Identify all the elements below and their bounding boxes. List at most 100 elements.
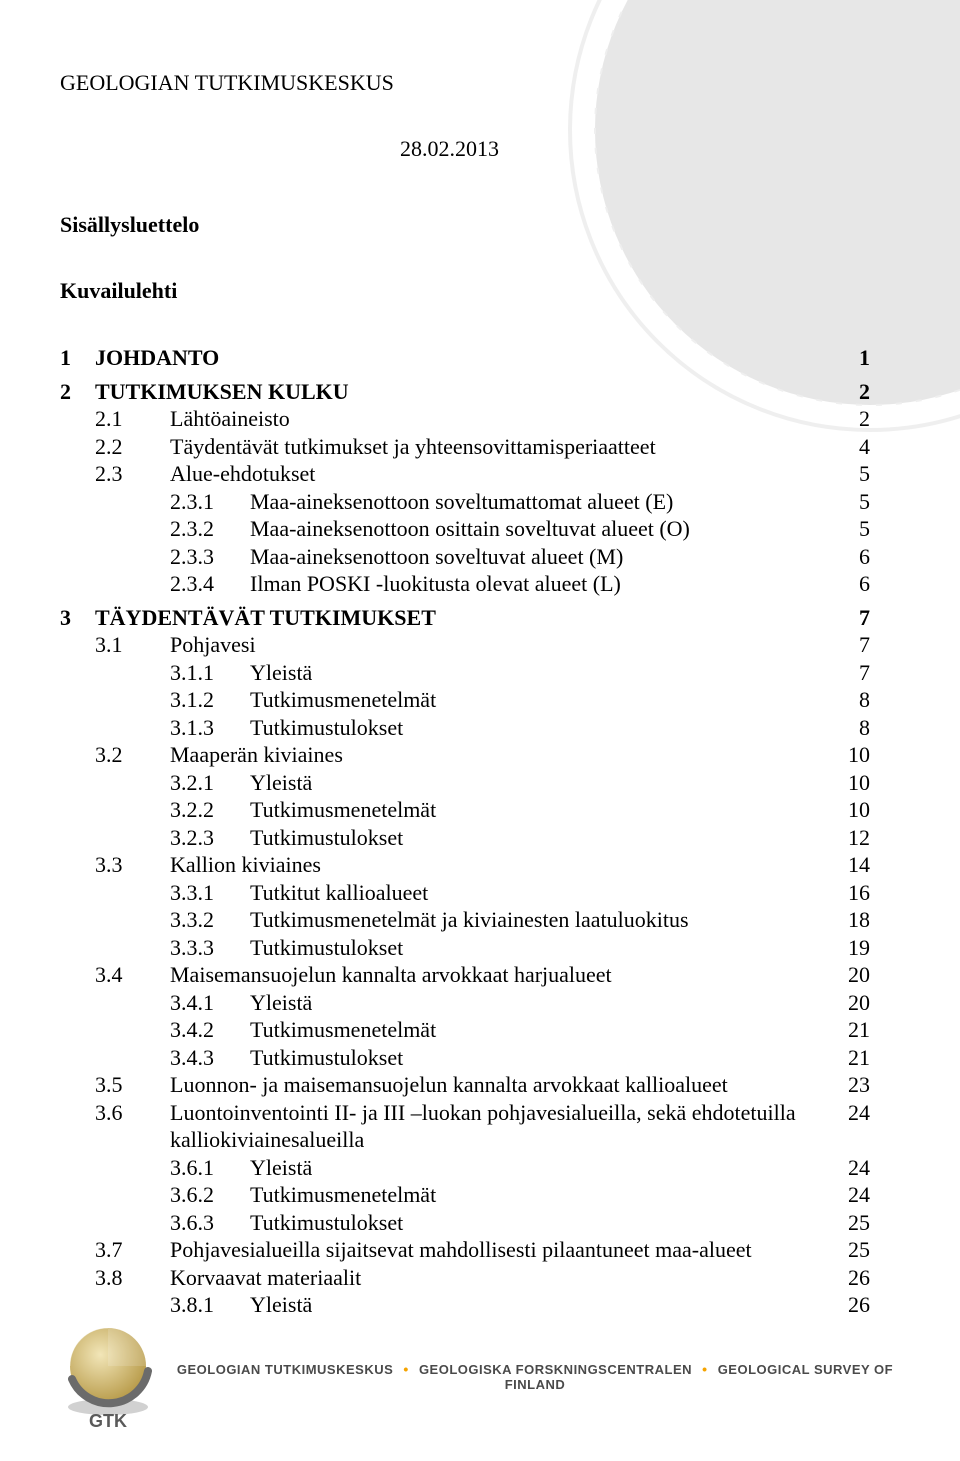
toc-row: 3.3.3Tutkimustulokset19 (60, 934, 870, 962)
toc-row: 2.3.3Maa-aineksenottoon soveltuvat aluee… (60, 543, 870, 571)
toc-number: 2.2 (95, 433, 170, 461)
toc-title: Pohjavesialueilla sijaitsevat mahdollise… (170, 1236, 840, 1264)
toc-page: 10 (840, 741, 870, 769)
toc-title: Luonnon- ja maisemansuojelun kannalta ar… (170, 1071, 840, 1099)
toc-row: 3.8Korvaavat materiaalit26 (60, 1264, 870, 1292)
toc-page: 23 (840, 1071, 870, 1099)
toc-number: 3.3.2 (170, 906, 250, 934)
footer-org-2: GEOLOGISKA FORSKNINGSCENTRALEN (419, 1362, 692, 1377)
toc-title: Maa-aineksenottoon soveltumattomat aluee… (250, 488, 840, 516)
toc-number: 3.4.3 (170, 1044, 250, 1072)
toc-row: 3.4.1Yleistä20 (60, 989, 870, 1017)
toc-page: 2 (840, 378, 870, 406)
toc-title: Maa-aineksenottoon soveltuvat alueet (M) (250, 543, 840, 571)
toc-page: 24 (840, 1154, 870, 1182)
toc-number: 3.4.2 (170, 1016, 250, 1044)
toc-number: 3.1.3 (170, 714, 250, 742)
toc-page: 25 (840, 1236, 870, 1264)
toc-page: 10 (840, 796, 870, 824)
toc-title: Tutkimustulokset (250, 714, 840, 742)
toc-title: Täydentävät tutkimukset ja yhteensovitta… (170, 433, 840, 461)
toc-title: Tutkimustulokset (250, 934, 840, 962)
toc-number: 2.3.1 (170, 488, 250, 516)
toc-page: 24 (840, 1181, 870, 1209)
toc-number: 3.2 (95, 741, 170, 769)
toc-title: Ilman POSKI -luokitusta olevat alueet (L… (250, 570, 840, 598)
toc-row: 2.2Täydentävät tutkimukset ja yhteensovi… (60, 433, 870, 461)
toc-page: 21 (840, 1016, 870, 1044)
org-header: GEOLOGIAN TUTKIMUSKESKUS (60, 70, 870, 96)
toc-row: 2.3.4Ilman POSKI -luokitusta olevat alue… (60, 570, 870, 598)
toc-title: Maisemansuojelun kannalta arvokkaat harj… (170, 961, 840, 989)
toc-page: 25 (840, 1209, 870, 1237)
toc-page: 20 (840, 961, 870, 989)
toc-title: Tutkimustulokset (250, 1209, 840, 1237)
toc-page: 5 (840, 460, 870, 488)
toc-row: 3.3.1Tutkitut kallioalueet16 (60, 879, 870, 907)
toc-row: 2.3Alue-ehdotukset5 (60, 460, 870, 488)
toc-row: 1JOHDANTO1 (60, 344, 870, 372)
toc-title: Maa-aineksenottoon osittain soveltuvat a… (250, 515, 840, 543)
toc-page: 24 (840, 1099, 870, 1127)
toc-number: 1 (60, 344, 95, 372)
toc-row: 3.6Luontoinventointi II- ja III –luokan … (60, 1099, 870, 1154)
toc-row: 3.4Maisemansuojelun kannalta arvokkaat h… (60, 961, 870, 989)
toc-title: Alue-ehdotukset (170, 460, 840, 488)
toc-page: 14 (840, 851, 870, 879)
toc-number: 3.2.2 (170, 796, 250, 824)
toc-row: 3.1.3Tutkimustulokset8 (60, 714, 870, 742)
toc-page: 16 (840, 879, 870, 907)
toc-title: Tutkimusmenetelmät (250, 796, 840, 824)
toc-row: 3.4.3Tutkimustulokset21 (60, 1044, 870, 1072)
toc-row: 3.6.1Yleistä24 (60, 1154, 870, 1182)
toc-page: 5 (840, 488, 870, 516)
toc-page: 19 (840, 934, 870, 962)
footer-dot-icon: • (696, 1361, 713, 1377)
toc-row: 3.6.2Tutkimusmenetelmät24 (60, 1181, 870, 1209)
toc-page: 8 (840, 686, 870, 714)
gtk-logo-icon: GTK (60, 1321, 170, 1431)
toc-page: 4 (840, 433, 870, 461)
toc-row: 3.1Pohjavesi7 (60, 631, 870, 659)
toc-page: 7 (840, 659, 870, 687)
table-of-contents: 1JOHDANTO12TUTKIMUKSEN KULKU22.1Lähtöain… (60, 344, 870, 1319)
toc-page: 1 (840, 344, 870, 372)
toc-row: 3.2.2Tutkimusmenetelmät10 (60, 796, 870, 824)
toc-row: 3.3.2Tutkimusmenetelmät ja kiviainesten … (60, 906, 870, 934)
toc-page: 6 (840, 570, 870, 598)
toc-title: Yleistä (250, 1291, 840, 1319)
toc-number: 3.6.2 (170, 1181, 250, 1209)
logo-label: GTK (89, 1411, 127, 1431)
toc-number: 3.2.1 (170, 769, 250, 797)
toc-page: 6 (840, 543, 870, 571)
toc-number: 3.3.1 (170, 879, 250, 907)
toc-row: 3.8.1Yleistä26 (60, 1291, 870, 1319)
toc-row: 3.5Luonnon- ja maisemansuojelun kannalta… (60, 1071, 870, 1099)
toc-row: 3.2.1Yleistä10 (60, 769, 870, 797)
toc-number: 3.4 (95, 961, 170, 989)
toc-row: 3.1.2Tutkimusmenetelmät8 (60, 686, 870, 714)
toc-row: 3.7Pohjavesialueilla sijaitsevat mahdoll… (60, 1236, 870, 1264)
document-page: GEOLOGIAN TUTKIMUSKESKUS 28.02.2013 Sisä… (0, 0, 960, 1461)
toc-number: 3 (60, 604, 95, 632)
toc-row: 3.2Maaperän kiviaines10 (60, 741, 870, 769)
footer-org-1: GEOLOGIAN TUTKIMUSKESKUS (177, 1362, 393, 1377)
toc-title: Lähtöaineisto (170, 405, 840, 433)
toc-number: 3.7 (95, 1236, 170, 1264)
toc-title: Pohjavesi (170, 631, 840, 659)
toc-title: Tutkitut kallioalueet (250, 879, 840, 907)
toc-title: TUTKIMUKSEN KULKU (95, 378, 840, 406)
toc-row: 3.3Kallion kiviaines14 (60, 851, 870, 879)
toc-page: 8 (840, 714, 870, 742)
toc-title: Luontoinventointi II- ja III –luokan poh… (170, 1099, 840, 1154)
section-kuvailu: Kuvailulehti (60, 278, 870, 304)
toc-page: 12 (840, 824, 870, 852)
toc-number: 3.8 (95, 1264, 170, 1292)
toc-number: 3.2.3 (170, 824, 250, 852)
toc-row: 2.1Lähtöaineisto2 (60, 405, 870, 433)
toc-row: 2.3.2Maa-aineksenottoon osittain soveltu… (60, 515, 870, 543)
toc-title: Tutkimusmenetelmät (250, 686, 840, 714)
toc-number: 3.5 (95, 1071, 170, 1099)
toc-number: 3.1 (95, 631, 170, 659)
toc-number: 3.6 (95, 1099, 170, 1127)
